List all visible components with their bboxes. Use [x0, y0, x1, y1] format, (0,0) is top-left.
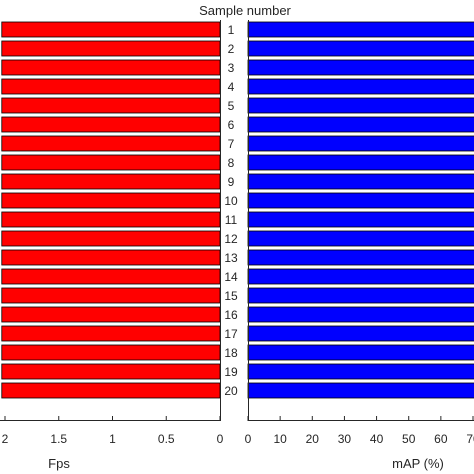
map-bar — [247, 97, 474, 114]
fps-bar — [1, 230, 221, 247]
sample-number-label: 6 — [228, 118, 235, 132]
sample-number-label: 2 — [228, 42, 235, 56]
sample-number-label: 19 — [224, 365, 238, 379]
map-tick-label: 50 — [402, 432, 416, 446]
sample-number-label: 15 — [224, 289, 238, 303]
map-panel: 0 10 20 30 40 50 60 70 mAP (%) — [245, 20, 474, 471]
sample-number-label: 5 — [228, 99, 235, 113]
sample-number-label: 14 — [224, 270, 238, 284]
map-ticks: 0 10 20 30 40 50 60 70 — [245, 416, 474, 446]
map-bar — [247, 211, 474, 228]
map-bar — [247, 78, 474, 95]
fps-panel: 2 1.5 1 0.5 0 Fps — [0, 20, 224, 471]
fps-bar — [1, 135, 221, 152]
sample-number-label: 8 — [228, 156, 235, 170]
fps-bar — [1, 78, 221, 95]
sample-number-label: 20 — [224, 384, 238, 398]
fps-ticks: 2 1.5 1 0.5 0 — [2, 416, 224, 446]
fps-bar — [1, 59, 221, 76]
map-tick-label: 70 — [466, 432, 474, 446]
fps-bar — [1, 268, 221, 285]
fps-tick-label: 2 — [2, 432, 9, 446]
sample-number-label: 10 — [224, 194, 238, 208]
center-axis-title: Sample number — [199, 3, 291, 18]
fps-axis-label: Fps — [48, 456, 70, 471]
sample-number-label: 1 — [228, 23, 235, 37]
fps-tick-label: 0.5 — [158, 432, 175, 446]
map-bar — [247, 268, 474, 285]
map-bar — [247, 135, 474, 152]
sample-number-label: 7 — [228, 137, 235, 151]
fps-bar — [1, 173, 221, 190]
map-bar — [247, 363, 474, 380]
fps-tick-label: 0 — [217, 432, 224, 446]
fps-bar — [1, 21, 221, 38]
sample-number-label: 12 — [224, 232, 238, 246]
map-axis-label: mAP (%) — [392, 456, 444, 471]
map-bar — [247, 344, 474, 361]
fps-bar — [1, 116, 221, 133]
map-bar — [247, 230, 474, 247]
fps-tick-label: 1.5 — [50, 432, 67, 446]
sample-number-label: 4 — [228, 80, 235, 94]
map-bar — [247, 154, 474, 171]
fps-bar — [1, 40, 221, 57]
map-bar — [247, 59, 474, 76]
fps-bar — [1, 211, 221, 228]
fps-bar — [1, 306, 221, 323]
sample-number-label: 9 — [228, 175, 235, 189]
fps-bars — [1, 21, 221, 399]
map-bar — [247, 287, 474, 304]
fps-bar — [1, 249, 221, 266]
fps-bar — [1, 325, 221, 342]
map-tick-label: 20 — [306, 432, 320, 446]
map-tick-label: 10 — [273, 432, 287, 446]
sample-number-label: 11 — [225, 213, 238, 227]
fps-bar — [1, 154, 221, 171]
map-bar — [247, 382, 474, 399]
sample-number-label: 13 — [224, 251, 238, 265]
map-bar — [247, 192, 474, 209]
fps-bar — [1, 97, 221, 114]
map-bar — [247, 173, 474, 190]
map-bar — [247, 40, 474, 57]
sample-number-label: 17 — [224, 327, 238, 341]
map-bar — [247, 306, 474, 323]
sample-number-label: 3 — [228, 61, 235, 75]
map-bar — [247, 249, 474, 266]
map-tick-label: 30 — [338, 432, 352, 446]
fps-bar — [1, 344, 221, 361]
fps-bar — [1, 192, 221, 209]
map-tick-label: 60 — [434, 432, 448, 446]
map-bar — [247, 116, 474, 133]
map-tick-label: 40 — [370, 432, 384, 446]
sample-number-label: 18 — [224, 346, 238, 360]
fps-tick-label: 1 — [109, 432, 116, 446]
fps-bar — [1, 287, 221, 304]
map-bar — [247, 21, 474, 38]
fps-bar — [1, 382, 221, 399]
map-tick-label: 0 — [245, 432, 252, 446]
map-bar — [247, 325, 474, 342]
sample-number-label: 16 — [224, 308, 238, 322]
fps-bar — [1, 363, 221, 380]
